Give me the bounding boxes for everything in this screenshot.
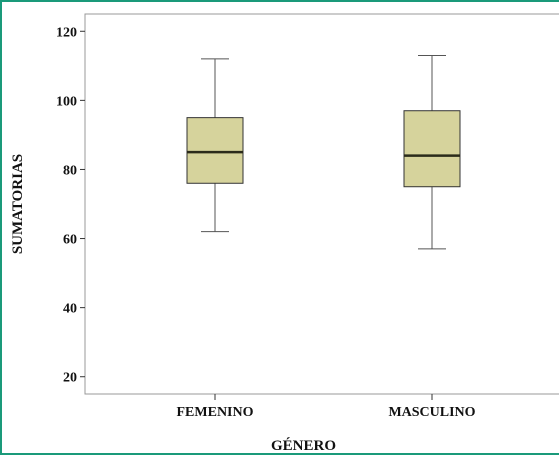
iqr-box [186,117,244,184]
y-tick-label: 80 [63,163,77,178]
x-tick-label: MASCULINO [388,405,475,420]
box-masculino [403,54,461,250]
y-tick-label: 120 [56,25,77,40]
x-tick-label: FEMENINO [177,405,254,420]
plot-area [84,13,559,395]
iqr-box [403,110,461,188]
x-axis-title: GÉNERO [271,437,336,454]
y-tick-label: 20 [63,371,77,386]
y-axis: 20 40 60 80 100 120 [56,25,85,386]
x-axis: FEMENINO MASCULINO [177,394,476,420]
y-axis-title: SUMATORIAS [10,154,26,254]
y-tick-label: 40 [63,302,77,317]
box-series [186,54,461,250]
box-femenino [186,58,244,233]
y-tick-label: 60 [63,233,77,248]
y-tick-label: 100 [56,94,77,109]
